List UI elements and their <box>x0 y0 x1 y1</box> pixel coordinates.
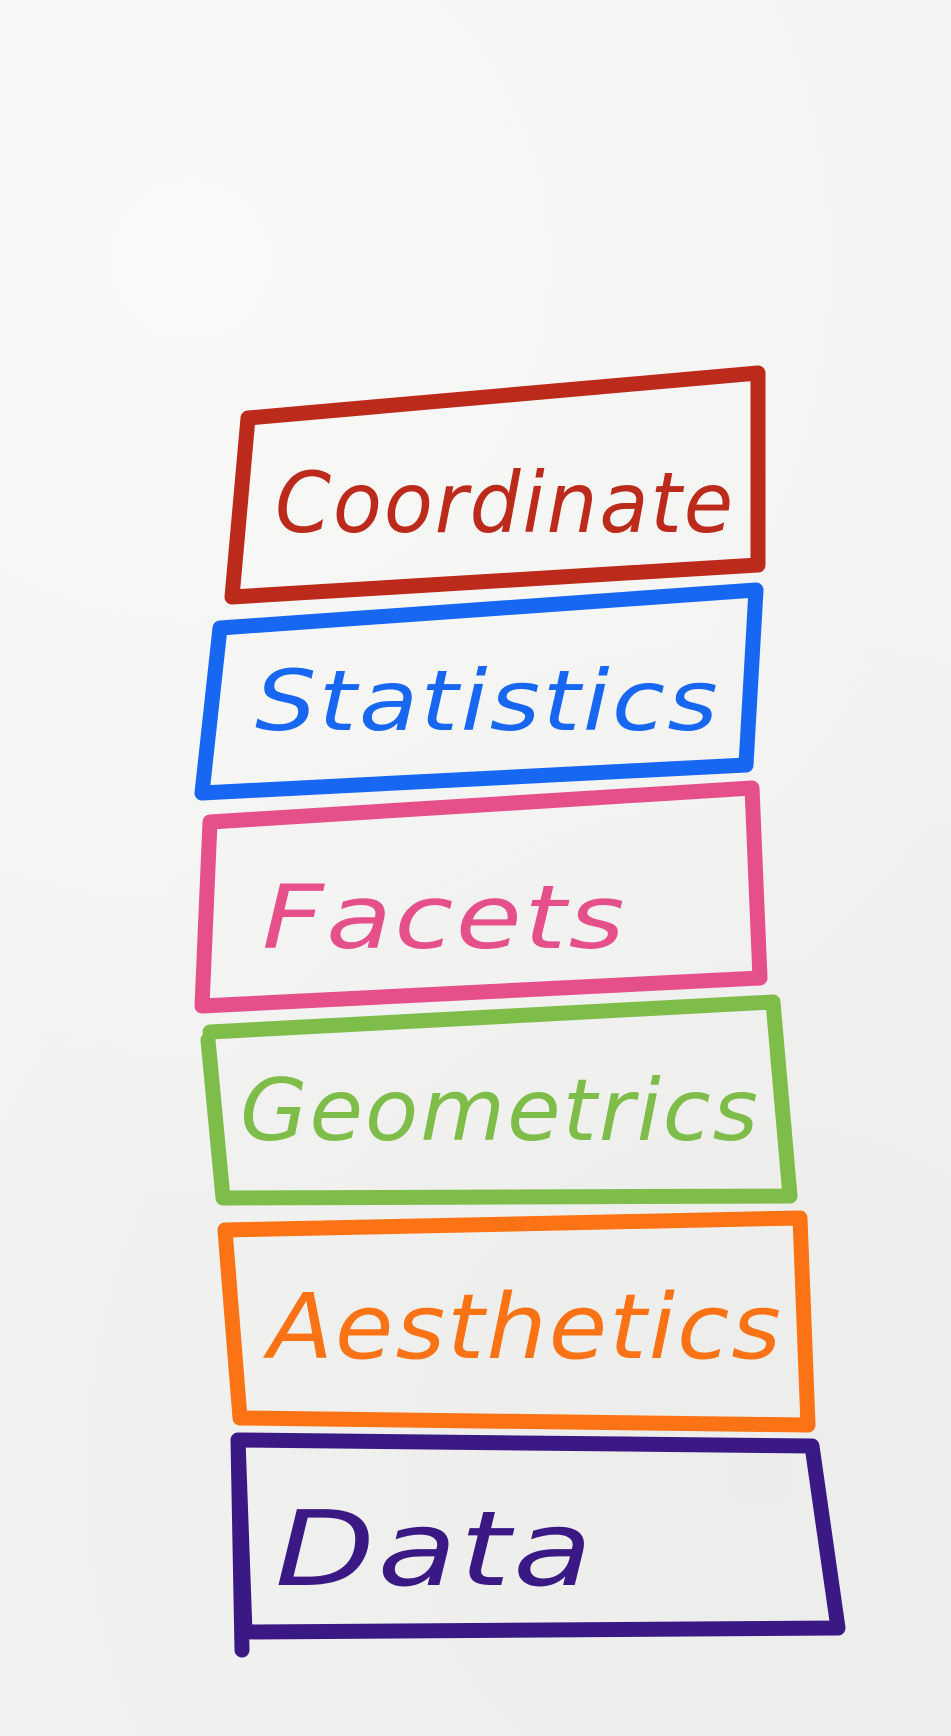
layer-aesthetics-frame <box>217 1210 816 1433</box>
layer-data-label: Data <box>275 1488 595 1610</box>
layer-aesthetics-label: Aesthetics <box>263 1275 783 1380</box>
layer-geometrics-frame <box>200 994 798 1206</box>
layer-coordinate-frame <box>224 365 766 605</box>
layer-coordinate: Coordinate <box>224 365 766 605</box>
layer-coordinate-label: Coordinate <box>275 454 735 552</box>
layer-geometrics-label: Geometrics <box>240 1061 760 1161</box>
layer-statistics-frame <box>194 582 764 801</box>
layer-statistics: Statistics <box>194 582 764 801</box>
layer-facets-label: Facets <box>262 866 627 969</box>
layer-aesthetics: Aesthetics <box>217 1210 816 1433</box>
layer-data-frame <box>230 1432 846 1658</box>
layer-geometrics: Geometrics <box>200 994 798 1206</box>
layer-facets-frame <box>194 780 768 1014</box>
layer-data: Data <box>230 1432 846 1658</box>
layer-statistics-label: Statistics <box>255 652 720 750</box>
layer-facets: Facets <box>194 780 768 1014</box>
